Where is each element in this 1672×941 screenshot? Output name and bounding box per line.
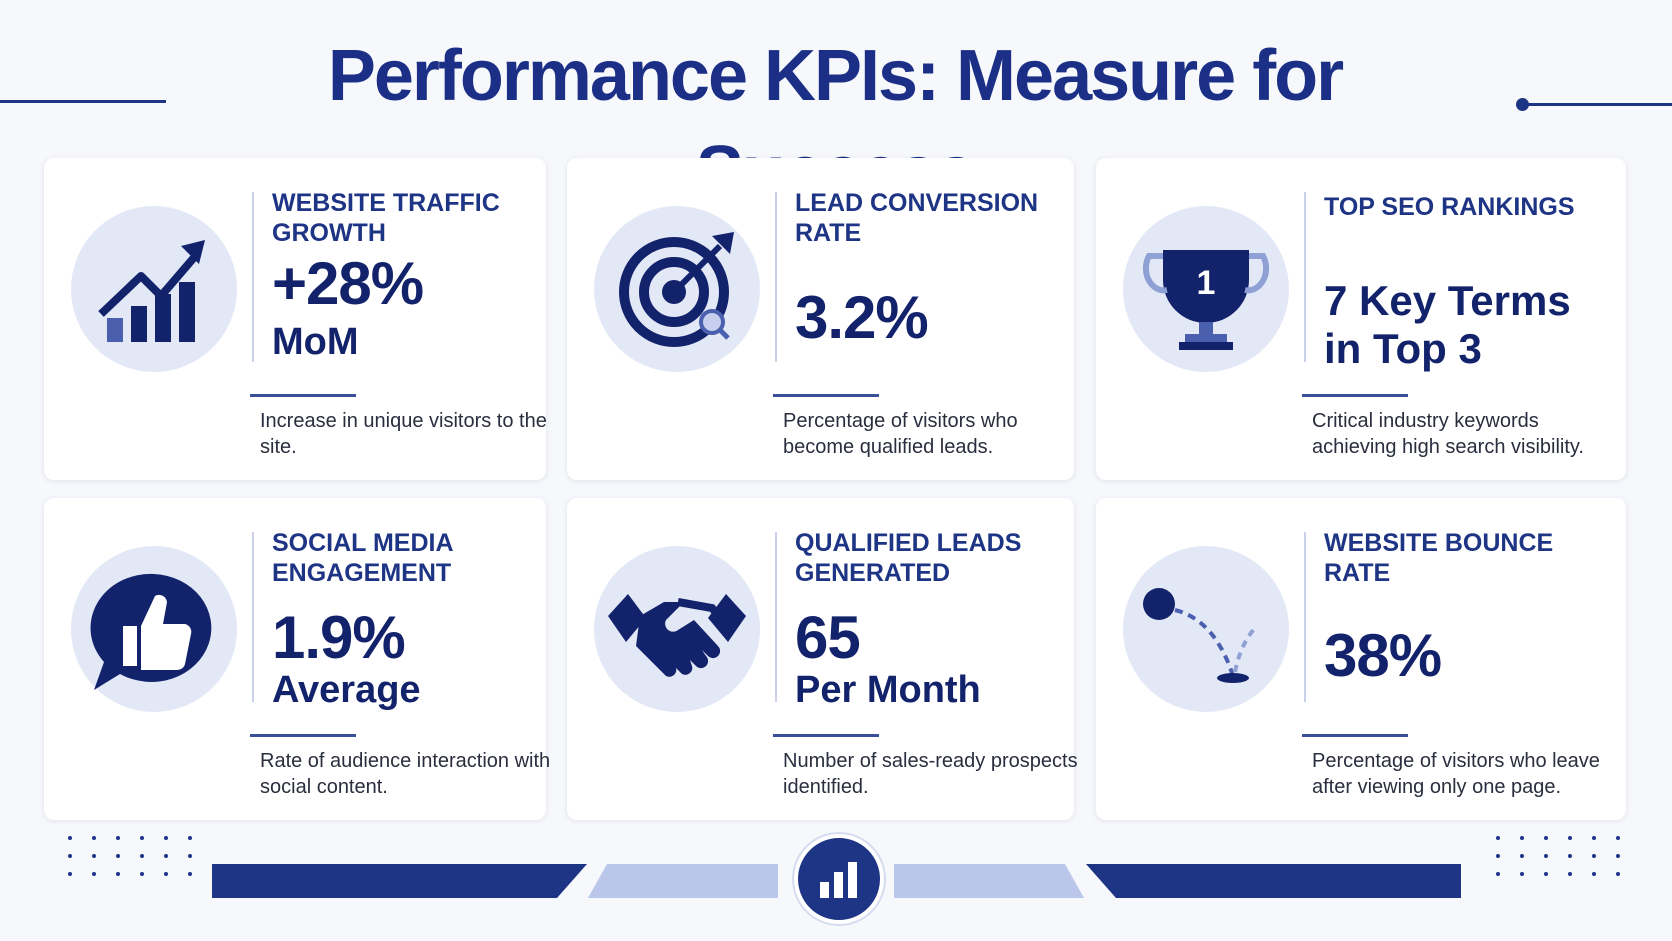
footer-bar-left — [212, 864, 587, 898]
bounce-ball-icon — [1123, 546, 1289, 712]
kpi-label: QUALIFIED LEADS GENERATED — [795, 529, 1022, 587]
kpi-description: Critical industry keywords achieving hig… — [1312, 410, 1584, 458]
kpi-label: SOCIAL MEDIA ENGAGEMENT — [272, 529, 453, 587]
trophy-number: 1 — [1197, 264, 1216, 302]
kpi-card-bounce-rate: WEBSITE BOUNCE RATE 38% Percentage of vi… — [1096, 498, 1626, 820]
kpi-description: Rate of audience interaction with social… — [260, 750, 551, 798]
handshake-icon — [594, 546, 760, 712]
underline — [1302, 734, 1408, 737]
target-icon — [594, 206, 760, 372]
underline — [773, 394, 879, 397]
kpi-unit: Average — [272, 669, 421, 711]
title-line-left — [0, 100, 166, 103]
kpi-unit: MoM — [272, 321, 359, 363]
divider — [1304, 192, 1306, 362]
underline — [1302, 394, 1408, 397]
divider — [252, 532, 254, 702]
kpi-value: 3.2% — [795, 284, 929, 351]
kpi-unit: Per Month — [795, 669, 981, 711]
growth-chart-icon — [71, 206, 237, 372]
footer-decoration — [0, 820, 1672, 924]
kpi-value: 65 — [795, 604, 861, 671]
divider — [1304, 532, 1306, 702]
divider — [775, 532, 777, 702]
underline — [250, 734, 356, 737]
underline — [773, 734, 879, 737]
bar-chart-icon — [794, 834, 884, 924]
trophy-icon: 1 — [1123, 206, 1289, 372]
kpi-value: 7 Key Terms — [1324, 277, 1571, 324]
footer-bar-right — [1086, 864, 1461, 898]
divider — [252, 192, 254, 362]
dot-grid-right — [1496, 836, 1640, 876]
divider — [775, 192, 777, 362]
header: Performance KPIs: Measure for Success — [0, 28, 1672, 212]
kpi-card-lead-conversion: LEAD CONVERSION RATE 3.2% Percentage of … — [567, 158, 1074, 480]
kpi-label: TOP SEO RANKINGS — [1324, 193, 1575, 221]
kpi-label: WEBSITE BOUNCE RATE — [1324, 529, 1554, 587]
kpi-unit: in Top 3 — [1324, 325, 1482, 372]
kpi-value: +28% — [272, 250, 424, 317]
underline — [250, 394, 356, 397]
kpi-card-qualified-leads: QUALIFIED LEADS GENERATED 65 Per Month N… — [567, 498, 1078, 820]
kpi-description: Number of sales-ready prospects identifi… — [783, 750, 1078, 798]
footer-bar-left-light — [588, 864, 778, 898]
kpi-card-website-traffic: WEBSITE TRAFFIC GROWTH +28% MoM Increase… — [44, 158, 547, 480]
kpi-card-seo-rankings: 1 TOP SEO RANKINGS 7 Key Terms in Top 3 … — [1096, 158, 1626, 480]
title-dot — [1516, 98, 1529, 111]
kpi-value: 38% — [1324, 622, 1442, 689]
kpi-description: Increase in unique visitors to the site. — [260, 410, 547, 458]
footer-bar-right-light — [894, 864, 1084, 898]
thumbs-up-icon — [71, 546, 237, 712]
dot-grid-left — [68, 836, 212, 876]
kpi-description: Percentage of visitors who leave after v… — [1312, 750, 1600, 798]
kpi-description: Percentage of visitors who become qualif… — [783, 410, 1018, 458]
title-line-right — [1525, 103, 1672, 106]
kpi-value: 1.9% — [272, 604, 406, 671]
kpi-label: LEAD CONVERSION RATE — [795, 189, 1039, 247]
kpi-label: WEBSITE TRAFFIC GROWTH — [272, 189, 500, 247]
kpi-card-social-engagement: SOCIAL MEDIA ENGAGEMENT 1.9% Average Rat… — [44, 498, 550, 820]
